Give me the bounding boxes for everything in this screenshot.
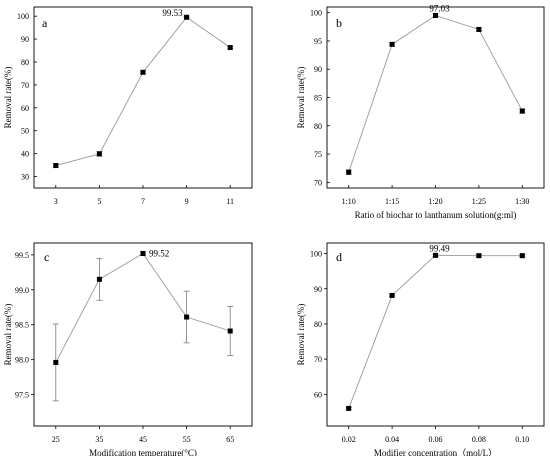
y-tick-label: 70 (21, 81, 29, 90)
y-tick-label: 97.5 (15, 391, 29, 400)
y-tick-label: 90 (314, 285, 322, 294)
data-point (53, 359, 59, 365)
x-tick-label: 35 (95, 435, 103, 444)
data-point (184, 314, 190, 320)
panel-letter: b (336, 16, 342, 30)
y-tick-label: 99.5 (15, 251, 29, 260)
y-tick-label: 80 (314, 122, 322, 131)
x-tick-label: 0.08 (472, 435, 486, 444)
y-tick-label: 50 (21, 127, 29, 136)
y-tick-label: 75 (314, 150, 322, 159)
x-tick-label: 9 (185, 197, 189, 206)
x-tick-label: 65 (226, 435, 234, 444)
panel-letter: d (336, 250, 342, 264)
x-tick-label: 1:10 (342, 197, 356, 206)
data-point (140, 69, 146, 75)
y-tick-label: 70 (314, 178, 322, 187)
x-tick-label: 0.04 (385, 435, 399, 444)
data-point (140, 250, 146, 256)
x-axis-label: Ratio of biochar to lanthanum solution(g… (355, 210, 517, 220)
series-line (348, 254, 523, 409)
x-tick-label: 1:15 (385, 197, 399, 206)
y-tick-label: 98.0 (15, 356, 29, 365)
data-point (346, 169, 352, 175)
data-point (389, 292, 395, 298)
data-point (476, 26, 482, 32)
y-tick-label: 30 (21, 173, 29, 182)
x-tick-label: 55 (183, 435, 191, 444)
panel-letter: c (44, 250, 49, 264)
data-label: 99.49 (429, 243, 450, 253)
chart-panel-d: 60 70 80 90 100 0.02 0.04 0.06 0.08 0.10 Removal r… (296, 242, 545, 456)
y-tick-label: 80 (21, 58, 29, 67)
y-tick-label: 40 (21, 150, 29, 159)
chart-panel-c: 97.5 98.0 98.5 99.0 99.5 25 35 45 55 65 Removal ra… (3, 242, 253, 456)
data-point (96, 151, 102, 157)
chart-panel-b: 70 75 80 85 90 95 100 1:10 1:15 1:20 1:25 1:30 Remov… (296, 3, 545, 220)
plot-frame (33, 242, 253, 427)
data-point (227, 328, 233, 334)
y-tick-label: 95 (314, 37, 322, 46)
plot-frame (326, 6, 545, 189)
series-line (55, 252, 231, 363)
x-tick-label: 0.06 (429, 435, 443, 444)
x-tick-label: 7 (141, 197, 145, 206)
data-point (346, 405, 352, 411)
chart-panel-a: 30 40 50 60 70 80 90 100 3 5 7 9 11 Removal rate(%) a 9… (3, 6, 253, 206)
data-label: 99.52 (149, 248, 169, 258)
data-point (433, 12, 438, 18)
plot-frame (33, 6, 253, 189)
x-axis-label: Modifier concentration（mol/L） (374, 448, 497, 456)
y-tick-label: 99.0 (15, 286, 29, 295)
y-axis-label: Removal rate(%) (3, 304, 13, 366)
y-tick-label: 85 (314, 94, 322, 103)
x-tick-label: 11 (226, 197, 234, 206)
data-point (476, 253, 482, 259)
x-tick-label: 3 (54, 197, 58, 206)
x-axis-label: Modification temperature(°C) (89, 448, 197, 456)
series-line (55, 16, 231, 166)
data-point (519, 253, 525, 259)
y-axis-label: Removal rate(%) (296, 304, 306, 366)
data-point (519, 108, 525, 114)
y-tick-label: 70 (314, 355, 322, 364)
x-tick-label: 0.02 (342, 435, 356, 444)
data-point (96, 276, 102, 282)
y-tick-label: 100 (310, 250, 322, 259)
y-tick-label: 90 (314, 65, 322, 74)
x-tick-label: 5 (97, 197, 101, 206)
y-axis-label: Removal rate(%) (296, 67, 306, 129)
x-tick-label: 25 (52, 435, 60, 444)
y-tick-label: 98.5 (15, 321, 29, 330)
data-point (433, 252, 438, 258)
panel-letter: a (42, 16, 48, 30)
x-tick-label: 1:20 (428, 197, 442, 206)
data-label: 97.03 (429, 3, 450, 13)
data-point (53, 163, 59, 169)
x-tick-label: 0.10 (515, 435, 529, 444)
y-tick-label: 100 (310, 9, 322, 18)
y-tick-label: 60 (21, 104, 29, 113)
y-tick-label: 100 (17, 12, 29, 21)
data-point (389, 41, 395, 47)
x-tick-label: 1:25 (472, 197, 486, 206)
series-line (348, 14, 523, 173)
y-tick-label: 60 (314, 390, 322, 399)
y-tick-label: 80 (314, 320, 322, 329)
data-point (227, 45, 233, 51)
data-point (184, 14, 190, 20)
plot-frame (326, 242, 545, 427)
x-tick-label: 45 (139, 435, 147, 444)
data-label: 99.53 (162, 8, 183, 18)
y-tick-label: 90 (21, 35, 29, 44)
x-tick-label: 1:30 (515, 197, 529, 206)
y-axis-label: Removal rate(%) (3, 67, 13, 129)
